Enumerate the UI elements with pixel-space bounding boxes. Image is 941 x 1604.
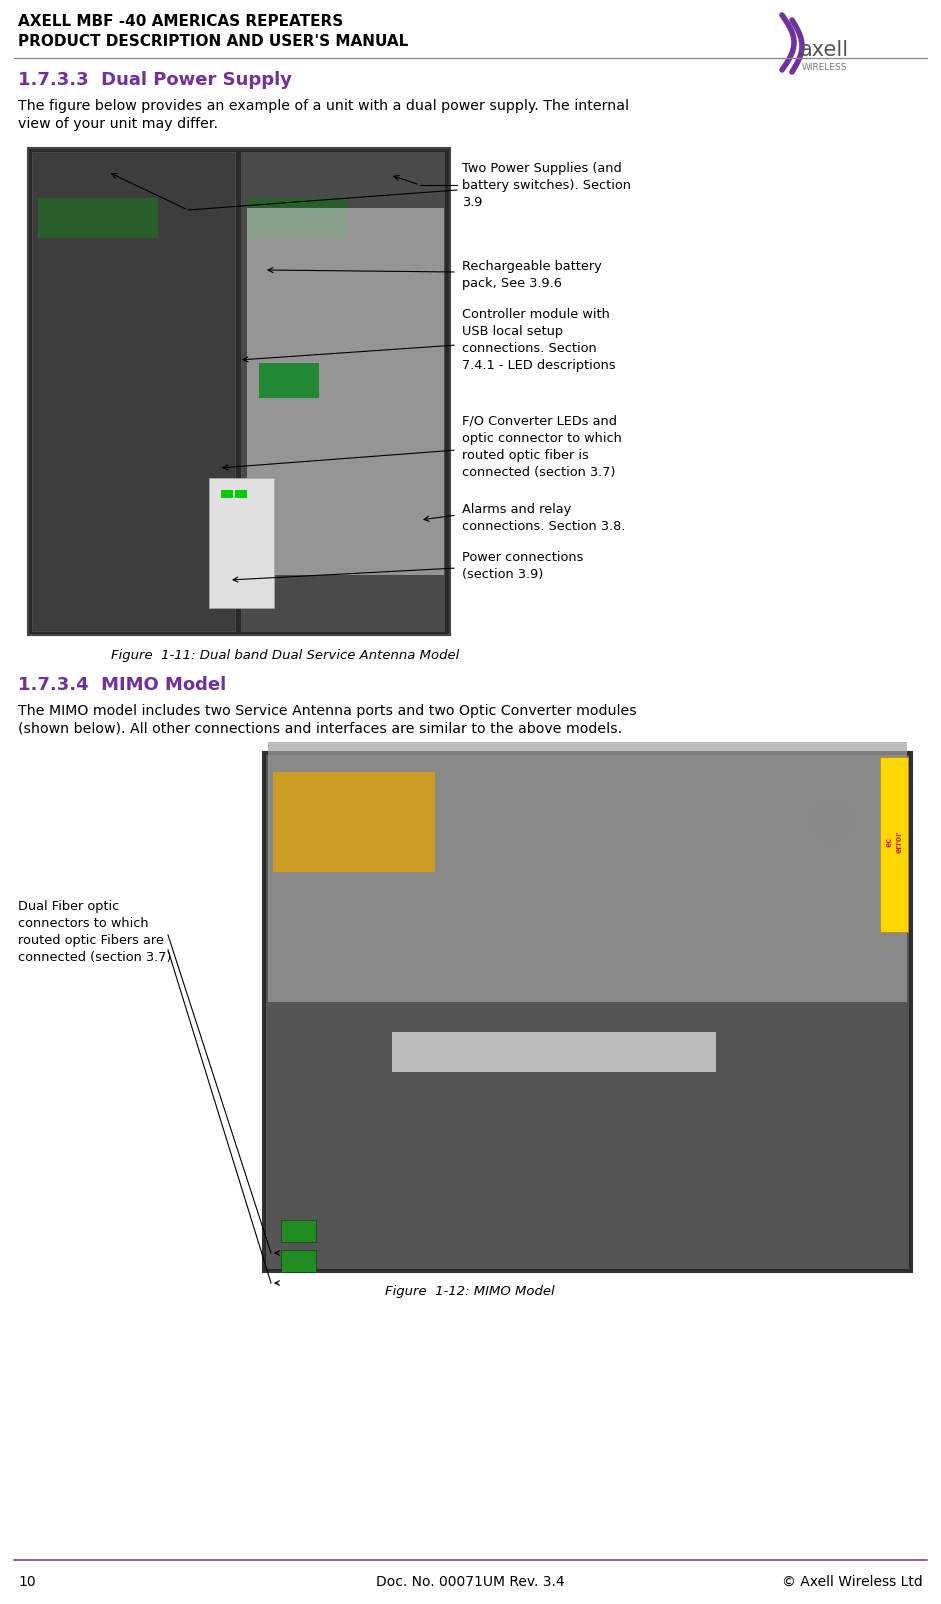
Text: WIRELESS: WIRELESS [802,64,848,72]
Bar [281,1221,316,1241]
Circle shape [814,804,850,840]
Text: PRODUCT DESCRIPTION AND USER'S MANUAL: PRODUCT DESCRIPTION AND USER'S MANUAL [18,35,408,50]
Text: 1.7.3.4  MIMO Model: 1.7.3.4 MIMO Model [18,675,226,695]
Bar [247,209,444,574]
Text: AXELL MBF -40 AMERICAS REPEATERS: AXELL MBF -40 AMERICAS REPEATERS [18,14,343,29]
Text: Figure  1-12: MIMO Model: Figure 1-12: MIMO Model [385,1285,555,1299]
Bar [247,197,347,237]
Text: © Axell Wireless Ltd: © Axell Wireless Ltd [782,1575,923,1590]
Bar [880,757,908,932]
Text: 10: 10 [18,1575,36,1590]
Text: axell: axell [800,40,849,59]
Bar [266,755,909,1269]
Bar [273,772,435,873]
Bar [281,1250,316,1272]
Text: The figure below provides an example of a unit with a dual power supply. The int: The figure below provides an example of … [18,99,629,112]
Bar [259,363,319,398]
Bar [241,152,444,630]
Text: view of your unit may differ.: view of your unit may differ. [18,117,218,132]
Bar [263,752,912,1272]
Text: Doc. No. 00071UM Rev. 3.4: Doc. No. 00071UM Rev. 3.4 [375,1575,565,1590]
Bar [28,148,450,635]
Bar [221,489,233,497]
Text: The MIMO model includes two Service Antenna ports and two Optic Converter module: The MIMO model includes two Service Ante… [18,704,637,719]
Bar [268,743,907,1002]
Text: Rechargeable battery
pack, See 3.9.6: Rechargeable battery pack, See 3.9.6 [462,260,601,290]
Text: Power connections
(section 3.9): Power connections (section 3.9) [462,552,583,581]
Text: Figure  1-11: Dual band Dual Service Antenna Model: Figure 1-11: Dual band Dual Service Ante… [111,648,459,661]
Text: Alarms and relay
connections. Section 3.8.: Alarms and relay connections. Section 3.… [462,504,626,533]
Text: Dual Fiber optic
connectors to which
routed optic Fibers are
connected (section : Dual Fiber optic connectors to which rou… [18,900,171,964]
Bar [38,197,158,237]
Text: ec
error: ec error [885,831,903,853]
Text: Controller module with
USB local setup
connections. Section
7.4.1 - LED descript: Controller module with USB local setup c… [462,308,615,372]
Bar [209,478,274,608]
Bar [235,489,247,497]
Text: Two Power Supplies (and
battery switches). Section
3.9: Two Power Supplies (and battery switches… [462,162,631,209]
Text: 1.7.3.3  Dual Power Supply: 1.7.3.3 Dual Power Supply [18,71,292,88]
Text: F/O Converter LEDs and
optic connector to which
routed optic fiber is
connected : F/O Converter LEDs and optic connector t… [462,415,622,480]
Bar [392,1031,716,1071]
Bar [32,152,235,630]
Text: (shown below). All other connections and interfaces are similar to the above mod: (shown below). All other connections and… [18,722,622,736]
